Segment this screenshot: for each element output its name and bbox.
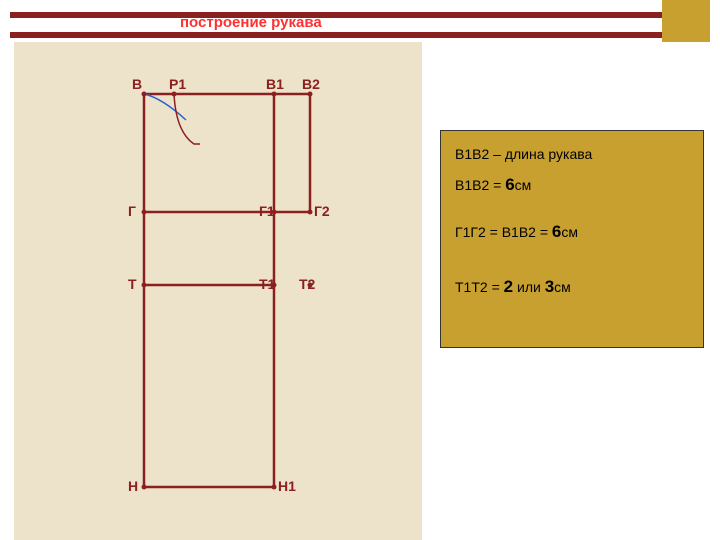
info-value: 3	[545, 277, 554, 296]
info-box: В1В2 – длина рукава В1В2 = 6см Г1Г2 = В1…	[440, 130, 704, 348]
info-text: Г1Г2 = В1В2 =	[455, 224, 552, 240]
info-text: или	[513, 279, 545, 295]
point-label: В	[132, 76, 142, 92]
header-title: построение рукава	[180, 14, 322, 31]
diagram-svg	[14, 42, 422, 540]
point-label: Н1	[278, 478, 296, 494]
info-line1: В1В2 – длина рукава	[455, 143, 689, 167]
point-label: Г1	[259, 203, 275, 219]
info-value: 6	[505, 175, 514, 194]
info-text: Т1Т2 =	[455, 279, 504, 295]
info-text: см	[554, 279, 571, 295]
header-line-bottom	[10, 32, 710, 38]
header-line-top	[10, 12, 710, 18]
header-area: построение рукава	[0, 0, 720, 42]
diagram-panel: В Р1 В1 В2 Г Г1 Г2 Т Т1 Т2 Н Н1	[14, 42, 422, 540]
info-line4: Т1Т2 = 2 или 3см	[455, 273, 689, 302]
point-label: Г	[128, 203, 136, 219]
point-label: Р1	[169, 76, 186, 92]
info-value: 2	[504, 277, 513, 296]
info-text: см	[561, 224, 578, 240]
point-label: В1	[266, 76, 284, 92]
info-text: см	[515, 177, 532, 193]
point-label: Т2	[299, 276, 315, 292]
info-line2: В1В2 = 6см	[455, 171, 689, 200]
info-text: В1В2 =	[455, 177, 505, 193]
info-value: 6	[552, 222, 561, 241]
point-label: Т	[128, 276, 137, 292]
info-text: В1В2 – длина рукава	[455, 146, 592, 162]
point-label: Н	[128, 478, 138, 494]
point-label: В2	[302, 76, 320, 92]
info-line3: Г1Г2 = В1В2 = 6см	[455, 218, 689, 247]
point-label: Т1	[259, 276, 275, 292]
point-label: Г2	[314, 203, 330, 219]
header-block	[662, 0, 710, 42]
